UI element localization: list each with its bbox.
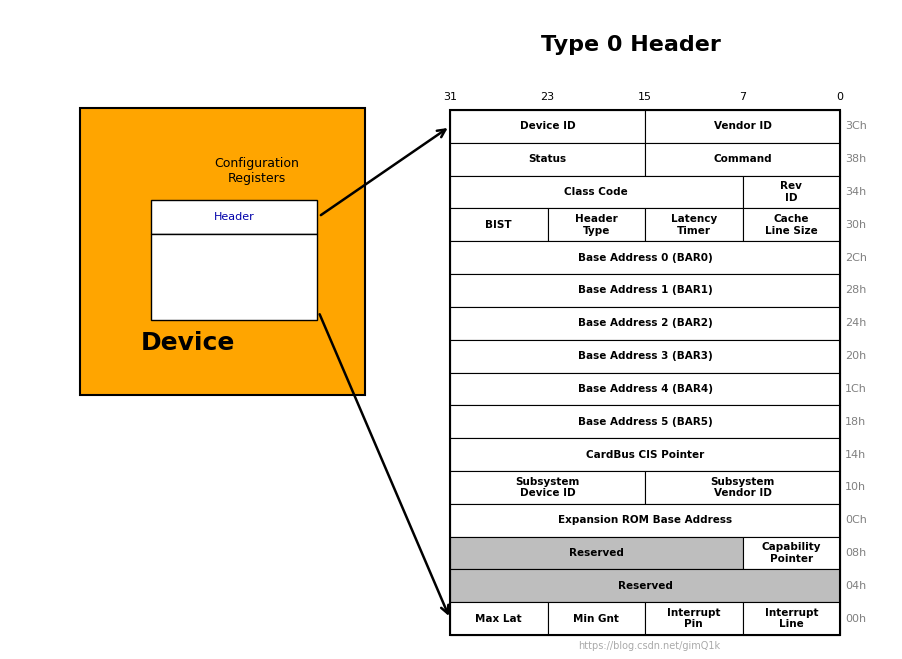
Text: https://blog.csdn.net/gimQ1k: https://blog.csdn.net/gimQ1k — [578, 641, 721, 651]
Bar — [450, 208, 548, 241]
Bar — [80, 108, 365, 395]
Text: Cache
Line Size: Cache Line Size — [765, 214, 817, 236]
Text: Command: Command — [713, 154, 772, 164]
Text: Base Address 2 (BAR2): Base Address 2 (BAR2) — [577, 318, 713, 328]
Text: Base Address 5 (BAR5): Base Address 5 (BAR5) — [577, 416, 713, 427]
Bar — [152, 233, 317, 320]
Text: 1Ch: 1Ch — [845, 384, 867, 394]
Bar — [450, 307, 840, 339]
Bar — [450, 536, 742, 569]
Bar — [450, 176, 742, 208]
Text: Status: Status — [529, 154, 566, 164]
Bar — [742, 536, 840, 569]
Text: 0: 0 — [836, 92, 843, 102]
Text: Class Code: Class Code — [565, 187, 628, 197]
Text: Base Address 3 (BAR3): Base Address 3 (BAR3) — [577, 351, 713, 361]
Text: 24h: 24h — [845, 318, 867, 328]
Text: 34h: 34h — [845, 187, 866, 197]
Text: Max Lat: Max Lat — [475, 614, 522, 623]
Text: Latency
Timer: Latency Timer — [670, 214, 717, 236]
Text: Capability
Pointer: Capability Pointer — [761, 542, 821, 563]
Text: Min Gnt: Min Gnt — [574, 614, 619, 623]
Bar — [645, 471, 840, 503]
Text: Configuration
Registers: Configuration Registers — [215, 157, 299, 185]
Text: 28h: 28h — [845, 285, 867, 295]
Bar — [152, 200, 317, 233]
Text: Base Address 1 (BAR1): Base Address 1 (BAR1) — [577, 285, 713, 295]
Bar — [450, 372, 840, 405]
Text: CardBus CIS Pointer: CardBus CIS Pointer — [586, 449, 704, 459]
Bar — [645, 110, 840, 143]
Text: Base Address 4 (BAR4): Base Address 4 (BAR4) — [577, 384, 713, 394]
Text: Header: Header — [214, 212, 254, 221]
Bar — [450, 471, 645, 503]
Bar — [548, 208, 645, 241]
Text: 04h: 04h — [845, 581, 866, 590]
Text: Base Address 0 (BAR0): Base Address 0 (BAR0) — [577, 252, 713, 263]
Text: 23: 23 — [540, 92, 555, 102]
Text: Reserved: Reserved — [618, 581, 672, 590]
Bar — [450, 274, 840, 307]
Text: 3Ch: 3Ch — [845, 121, 867, 131]
Bar — [450, 339, 840, 372]
Text: 08h: 08h — [845, 548, 866, 558]
Text: 30h: 30h — [845, 220, 866, 230]
Text: 31: 31 — [443, 92, 457, 102]
Text: 2Ch: 2Ch — [845, 252, 867, 263]
Text: Type 0 Header: Type 0 Header — [541, 35, 722, 55]
Bar — [645, 208, 742, 241]
Text: Expansion ROM Base Address: Expansion ROM Base Address — [558, 515, 732, 525]
Text: Device: Device — [141, 331, 235, 355]
Text: 14h: 14h — [845, 449, 866, 459]
Text: 18h: 18h — [845, 416, 866, 427]
Text: Header
Type: Header Type — [575, 214, 618, 236]
Bar — [742, 602, 840, 635]
Bar — [742, 208, 840, 241]
Text: Interrupt
Line: Interrupt Line — [765, 608, 818, 629]
Text: 15: 15 — [638, 92, 652, 102]
Text: Interrupt
Pin: Interrupt Pin — [667, 608, 721, 629]
Text: 20h: 20h — [845, 351, 866, 361]
Bar — [450, 405, 840, 438]
Text: 00h: 00h — [845, 614, 866, 623]
Text: Rev
ID: Rev ID — [780, 181, 802, 203]
Bar — [450, 143, 645, 176]
Text: Subsystem
Device ID: Subsystem Device ID — [515, 476, 580, 498]
Bar — [450, 602, 548, 635]
Text: BIST: BIST — [485, 220, 512, 230]
Bar — [645, 602, 742, 635]
Text: Reserved: Reserved — [569, 548, 623, 558]
Text: 10h: 10h — [845, 482, 866, 492]
Bar — [645, 143, 840, 176]
Bar — [742, 176, 840, 208]
Text: 38h: 38h — [845, 154, 866, 164]
Bar — [450, 438, 840, 471]
Bar — [450, 110, 645, 143]
Bar — [450, 241, 840, 274]
Text: 0Ch: 0Ch — [845, 515, 867, 525]
Text: Device ID: Device ID — [520, 121, 575, 131]
Bar — [450, 110, 840, 635]
Text: 7: 7 — [739, 92, 746, 102]
Bar — [450, 503, 840, 536]
Text: Subsystem
Vendor ID: Subsystem Vendor ID — [710, 476, 775, 498]
Bar — [450, 569, 840, 602]
Bar — [548, 602, 645, 635]
Text: Vendor ID: Vendor ID — [713, 121, 771, 131]
